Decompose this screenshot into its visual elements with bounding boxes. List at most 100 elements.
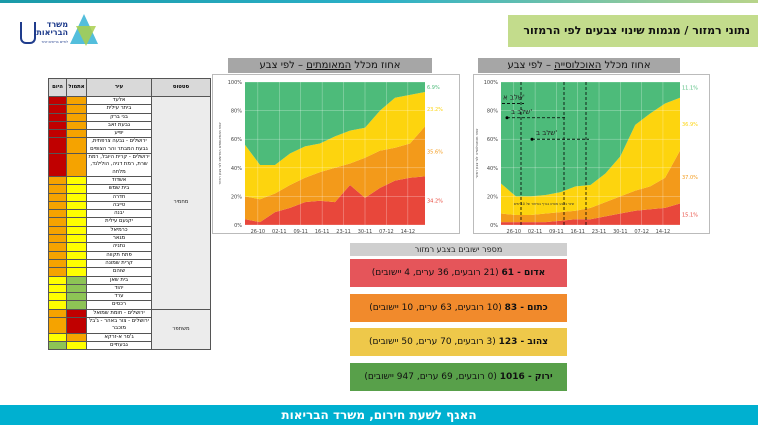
- today-color-cell: [48, 340, 67, 351]
- legend-count: ירוק - 1016: [499, 372, 553, 382]
- ministry-logo: משרד הבריאות לחיים בריאים יותר: [18, 14, 98, 52]
- legend-detail: (0 רובעים, 69 ערים, 947 יישובים): [364, 372, 500, 382]
- yesterday-color-cell: [66, 317, 87, 334]
- end-label-yellow: 36.9%: [682, 122, 698, 128]
- y-tick-label: 40%: [487, 166, 498, 172]
- x-tick-label: 30-11: [613, 229, 628, 233]
- yesterday-color-cell: [66, 242, 87, 252]
- today-color-cell: [48, 234, 67, 244]
- today-color-cell: [48, 217, 67, 227]
- confirmed-chart-title: אחוז מכלל המאומתים – לפי צבע: [228, 58, 432, 73]
- end-label-red: 34.2%: [427, 199, 443, 205]
- table-row: מחמיר אלעד: [48, 95, 211, 310]
- today-color-cell: [48, 192, 67, 202]
- phase-note: שינוי בצבע מופיע בגרף באיחור של 10 ימים: [514, 202, 575, 206]
- today-color-cell: [48, 300, 67, 310]
- today-color-cell: [48, 137, 67, 155]
- yesterday-color-cell: [66, 153, 87, 177]
- city-cell: טייבה: [86, 200, 152, 211]
- yesterday-color-cell: [66, 250, 87, 260]
- city-cell: חדרה: [86, 192, 152, 202]
- city-cell: בני ברק: [86, 112, 152, 122]
- city-cell: יפיע: [86, 129, 152, 139]
- top-accent-bar: [0, 0, 758, 3]
- x-tick-label: 14-12: [401, 229, 416, 233]
- title-part: אחוז מכלל: [601, 60, 651, 71]
- yesterday-color-cell: [66, 217, 87, 227]
- city-cell: יהוד: [86, 283, 152, 294]
- legend-red: אדום - 61 (21 רובעים, 36 ערים, 4 יישובים…: [350, 259, 567, 287]
- table-row: בית שמש: [48, 184, 211, 194]
- x-tick-label: 26-10: [251, 229, 266, 233]
- phase-dot-icon: [505, 116, 509, 120]
- legend-detail: (10 רובעים, 63 ערים, 10 יישובים): [369, 303, 505, 313]
- legend-orange: כתום - 83 (10 רובעים, 63 ערים, 10 יישובי…: [350, 294, 567, 322]
- yesterday-color-cell: [66, 104, 87, 114]
- y-axis-label: אחוז מהמאומתים החדשים לפי צבע רמזור: [218, 122, 222, 185]
- end-label-red: 15.1%: [682, 212, 698, 218]
- today-color-cell: [48, 242, 67, 252]
- yesterday-color-cell: [66, 209, 87, 219]
- logo-shape-icon: [76, 26, 96, 46]
- table-row: יפיע: [48, 129, 211, 139]
- city-cell: ירושלים - גבעה צרפתית, גבעת המבתר והר הצ…: [86, 137, 152, 155]
- y-tick-label: 80%: [231, 109, 242, 115]
- status-cell: משתפר: [151, 308, 211, 351]
- area-orange: [245, 126, 425, 223]
- today-color-cell: [48, 120, 67, 131]
- x-tick-label: 14-12: [656, 229, 671, 233]
- table-row: יקנעם עילית: [48, 217, 211, 227]
- y-tick-label: 100%: [228, 80, 243, 86]
- today-color-cell: [48, 292, 67, 302]
- y-tick-label: 0%: [490, 223, 498, 229]
- x-tick-label: 23-11: [592, 229, 607, 233]
- title-part: אחוז מכלל: [351, 60, 401, 71]
- table-row: חדרה: [48, 192, 211, 202]
- city-cell: נתניה: [86, 242, 152, 252]
- yesterday-color-cell: [66, 332, 87, 342]
- population-chart-title: אחוז מכלל האוכלוסייה – לפי צבע: [478, 58, 680, 73]
- y-tick-label: 20%: [487, 194, 498, 200]
- city-cell: ירושלים - קרית היובל, רמת שרת, רמת דניה,…: [86, 153, 152, 177]
- city-cell: אשדוד: [86, 175, 152, 186]
- today-color-cell: [48, 184, 67, 194]
- yesterday-color-cell: [66, 200, 87, 211]
- logo-text: משרד הבריאות: [36, 20, 68, 37]
- city-cell: מגאר: [86, 234, 152, 244]
- yesterday-color-cell: [66, 300, 87, 310]
- phase-dot-icon: [530, 137, 534, 141]
- x-tick-label: 16-11: [570, 229, 585, 233]
- x-tick-label: 07-12: [379, 229, 394, 233]
- y-tick-label: 60%: [231, 137, 242, 143]
- table-row: ירושלים - צור באהר - ג'בל מוכבר: [48, 317, 211, 334]
- today-color-cell: [48, 200, 67, 211]
- legend-yellow: צהוב - 123 (3 רובעים, 70 ערים, 50 יישובי…: [350, 328, 567, 356]
- page-title: נתוני רמזור / מגמות שינוי צבעים לפי הרמז…: [508, 15, 758, 47]
- legend-count: אדום - 61: [501, 268, 546, 278]
- today-color-cell: [48, 317, 67, 334]
- population-chart: 15.1% 37.0% 36.9% 11.1% 0% 20% 40% 60% 80% 100% 26…: [473, 74, 710, 235]
- end-label-orange: 35.6%: [427, 149, 443, 155]
- area-red: [501, 203, 680, 225]
- phase-label: שלב ב': [511, 108, 532, 116]
- x-tick-label: 30-11: [358, 229, 373, 233]
- today-color-cell: [48, 225, 67, 236]
- today-color-cell: [48, 129, 67, 139]
- phase-label: שלב ב': [536, 129, 557, 137]
- today-color-cell: [48, 275, 67, 285]
- yesterday-color-cell: [66, 95, 87, 106]
- city-cell: ירושלים - חומת שמואל: [86, 308, 152, 319]
- yesterday-color-cell: [66, 225, 87, 236]
- status-cell: מחמיר: [151, 96, 211, 310]
- end-label-yellow: 23.2%: [427, 107, 443, 113]
- yesterday-color-cell: [66, 283, 87, 294]
- today-color-cell: [48, 153, 67, 177]
- x-tick-label: 07-12: [634, 229, 649, 233]
- y-axis-label: אחוז מהאוכלוסייה לפי צבע רמזור: [475, 128, 479, 179]
- legend-title: מספר ישובים בצבע רמזור: [350, 243, 567, 256]
- legend-green: ירוק - 1016 (0 רובעים, 69 ערים, 947 יישו…: [350, 363, 567, 391]
- yesterday-color-cell: [66, 137, 87, 155]
- end-label-orange: 37.0%: [682, 175, 698, 181]
- city-cell: ג'סר א-זרקא: [86, 332, 152, 342]
- header-today: היום: [48, 78, 67, 97]
